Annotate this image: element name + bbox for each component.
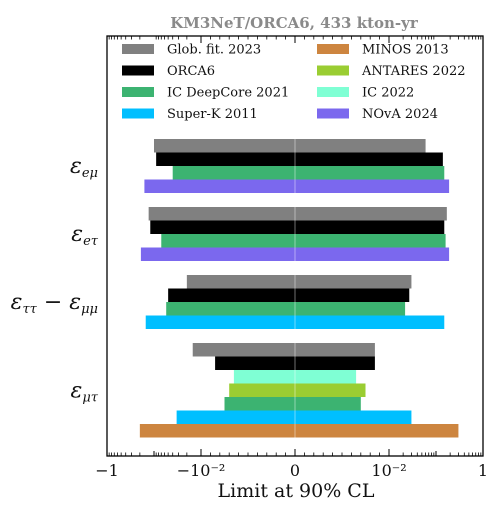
chart-title: KM3NeT/ORCA6, 433 kton-yr (170, 14, 419, 32)
x-tick-label: −10⁻² (177, 461, 226, 480)
y-label-1: εeμ (70, 154, 98, 181)
legend-swatch-ic-2022 (317, 87, 349, 97)
legend-label-antares-2022: ANTARES 2022 (361, 64, 466, 79)
legend-swatch-nova-2024 (317, 108, 349, 119)
bar--glob-fit-2023 (186, 275, 412, 289)
legend-label-nova-2024: NOvA 2024 (362, 107, 438, 122)
bar--orca6 (168, 288, 410, 302)
legend-swatch-ic-deepcore-2021 (122, 87, 154, 97)
bar--ic-deepcore-2021 (166, 302, 406, 316)
y-label-2: εeτ (71, 222, 99, 249)
x-axis: −1 −10⁻² 0 10⁻² 1 (95, 36, 488, 480)
bar-e-orca6 (150, 220, 445, 234)
legend-label-super-k-2011: Super-K 2011 (167, 107, 258, 122)
bar-e-nova-2024 (144, 179, 450, 193)
bar-e-orca6 (156, 152, 443, 166)
legend-label-minos-2013: MINOS 2013 (362, 43, 449, 58)
x-tick-label: 1 (478, 461, 488, 480)
x-tick-label: 10⁻² (371, 461, 406, 480)
bar-layer (139, 139, 459, 438)
bar-e-glob-fit-2023 (148, 207, 447, 221)
x-axis-label: Limit at 90% CL (218, 480, 375, 502)
bar-e-glob-fit-2023 (154, 139, 426, 153)
x-tick-label: 0 (290, 461, 300, 480)
legend: Glob. fit. 2023 ORCA6 IC DeepCore 2021 Supe… (122, 43, 466, 122)
y-label-4: εμτ (71, 378, 99, 405)
legend-swatch-minos-2013 (317, 44, 349, 54)
bar--antares-2022 (229, 383, 366, 397)
legend-swatch-glob-fit-2023 (122, 44, 154, 54)
x-tick-label: −1 (95, 461, 119, 480)
legend-swatch-super-k-2011 (122, 108, 154, 119)
y-axis-labels: εeμ εeτ εττ − εμμ εμτ (11, 154, 99, 405)
bar--glob-fit-2023 (192, 343, 375, 357)
legend-label-glob-fit-2023: Glob. fit. 2023 (167, 43, 261, 58)
y-label-3: εττ − εμμ (11, 290, 98, 317)
bar-e-ic-deepcore-2021 (172, 166, 445, 180)
legend-swatch-orca6 (122, 65, 154, 76)
legend-label-ic-2022: IC 2022 (362, 86, 414, 101)
bar-e-ic-deepcore-2021 (161, 234, 446, 248)
legend-swatch-antares-2022 (317, 65, 349, 76)
legend-label-ic-deepcore-2021: IC DeepCore 2021 (167, 86, 289, 101)
legend-label-orca6: ORCA6 (167, 64, 215, 79)
bar--super-k-2011 (176, 410, 412, 424)
bar--ic-deepcore-2021 (224, 397, 361, 411)
bar--minos-2013 (139, 424, 459, 438)
